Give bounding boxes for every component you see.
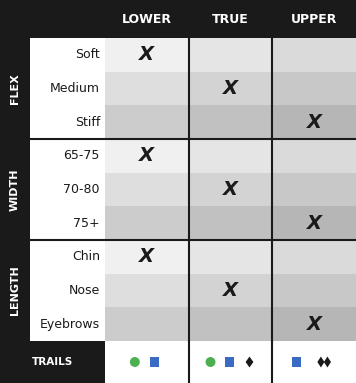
Text: 75+: 75+ — [73, 217, 100, 230]
Bar — [0, 341, 356, 383]
Text: TRUE: TRUE — [212, 13, 249, 26]
Bar — [189, 341, 272, 383]
Text: 65-75: 65-75 — [64, 149, 100, 162]
Text: LENGTH: LENGTH — [10, 266, 20, 315]
Text: 70-80: 70-80 — [63, 183, 100, 196]
Bar — [189, 105, 272, 139]
Text: Chin: Chin — [72, 250, 100, 264]
Bar — [105, 341, 189, 383]
Text: Soft: Soft — [75, 48, 100, 61]
Text: FLEX: FLEX — [10, 73, 20, 104]
Bar — [272, 274, 356, 307]
Bar — [0, 0, 356, 38]
Circle shape — [130, 357, 140, 367]
Bar — [272, 38, 356, 72]
Bar — [105, 105, 189, 139]
Bar — [272, 105, 356, 139]
Text: UPPER: UPPER — [291, 13, 337, 26]
Text: LOWER: LOWER — [122, 13, 172, 26]
Circle shape — [205, 357, 215, 367]
Bar — [105, 274, 189, 307]
Bar — [105, 307, 189, 341]
Bar — [189, 274, 272, 307]
Polygon shape — [317, 357, 324, 367]
Bar — [272, 139, 356, 173]
Bar — [189, 240, 272, 274]
Bar — [272, 72, 356, 105]
Text: Eyebrows: Eyebrows — [40, 318, 100, 331]
Text: X: X — [223, 180, 238, 199]
Text: Stiff: Stiff — [75, 116, 100, 129]
Bar — [189, 173, 272, 206]
Text: X: X — [223, 79, 238, 98]
Bar — [189, 139, 272, 173]
Bar — [105, 139, 189, 173]
Bar — [30, 38, 105, 139]
Text: X: X — [139, 146, 155, 165]
Bar — [30, 240, 105, 341]
Polygon shape — [246, 357, 253, 367]
Bar — [30, 139, 105, 240]
Bar — [105, 206, 189, 240]
Text: WIDTH: WIDTH — [10, 168, 20, 211]
Bar — [189, 72, 272, 105]
Text: Nose: Nose — [69, 284, 100, 297]
Text: X: X — [139, 45, 155, 64]
Bar — [272, 173, 356, 206]
Bar — [272, 240, 356, 274]
Bar — [189, 206, 272, 240]
Text: X: X — [307, 214, 322, 232]
Bar — [105, 173, 189, 206]
Bar — [272, 307, 356, 341]
Text: X: X — [223, 281, 238, 300]
Bar — [225, 357, 234, 367]
Text: X: X — [139, 247, 155, 266]
Bar — [272, 206, 356, 240]
Bar — [105, 240, 189, 274]
Bar — [0, 38, 30, 139]
Polygon shape — [324, 357, 331, 367]
Bar — [0, 240, 30, 341]
Bar — [272, 341, 356, 383]
Bar — [105, 72, 189, 105]
Bar — [189, 38, 272, 72]
Bar — [105, 38, 189, 72]
Bar — [292, 357, 301, 367]
Bar — [0, 139, 30, 240]
Text: TRAILS: TRAILS — [32, 357, 73, 367]
Bar — [189, 307, 272, 341]
Text: X: X — [307, 315, 322, 334]
Text: Medium: Medium — [50, 82, 100, 95]
Bar — [150, 357, 159, 367]
Text: X: X — [307, 113, 322, 132]
